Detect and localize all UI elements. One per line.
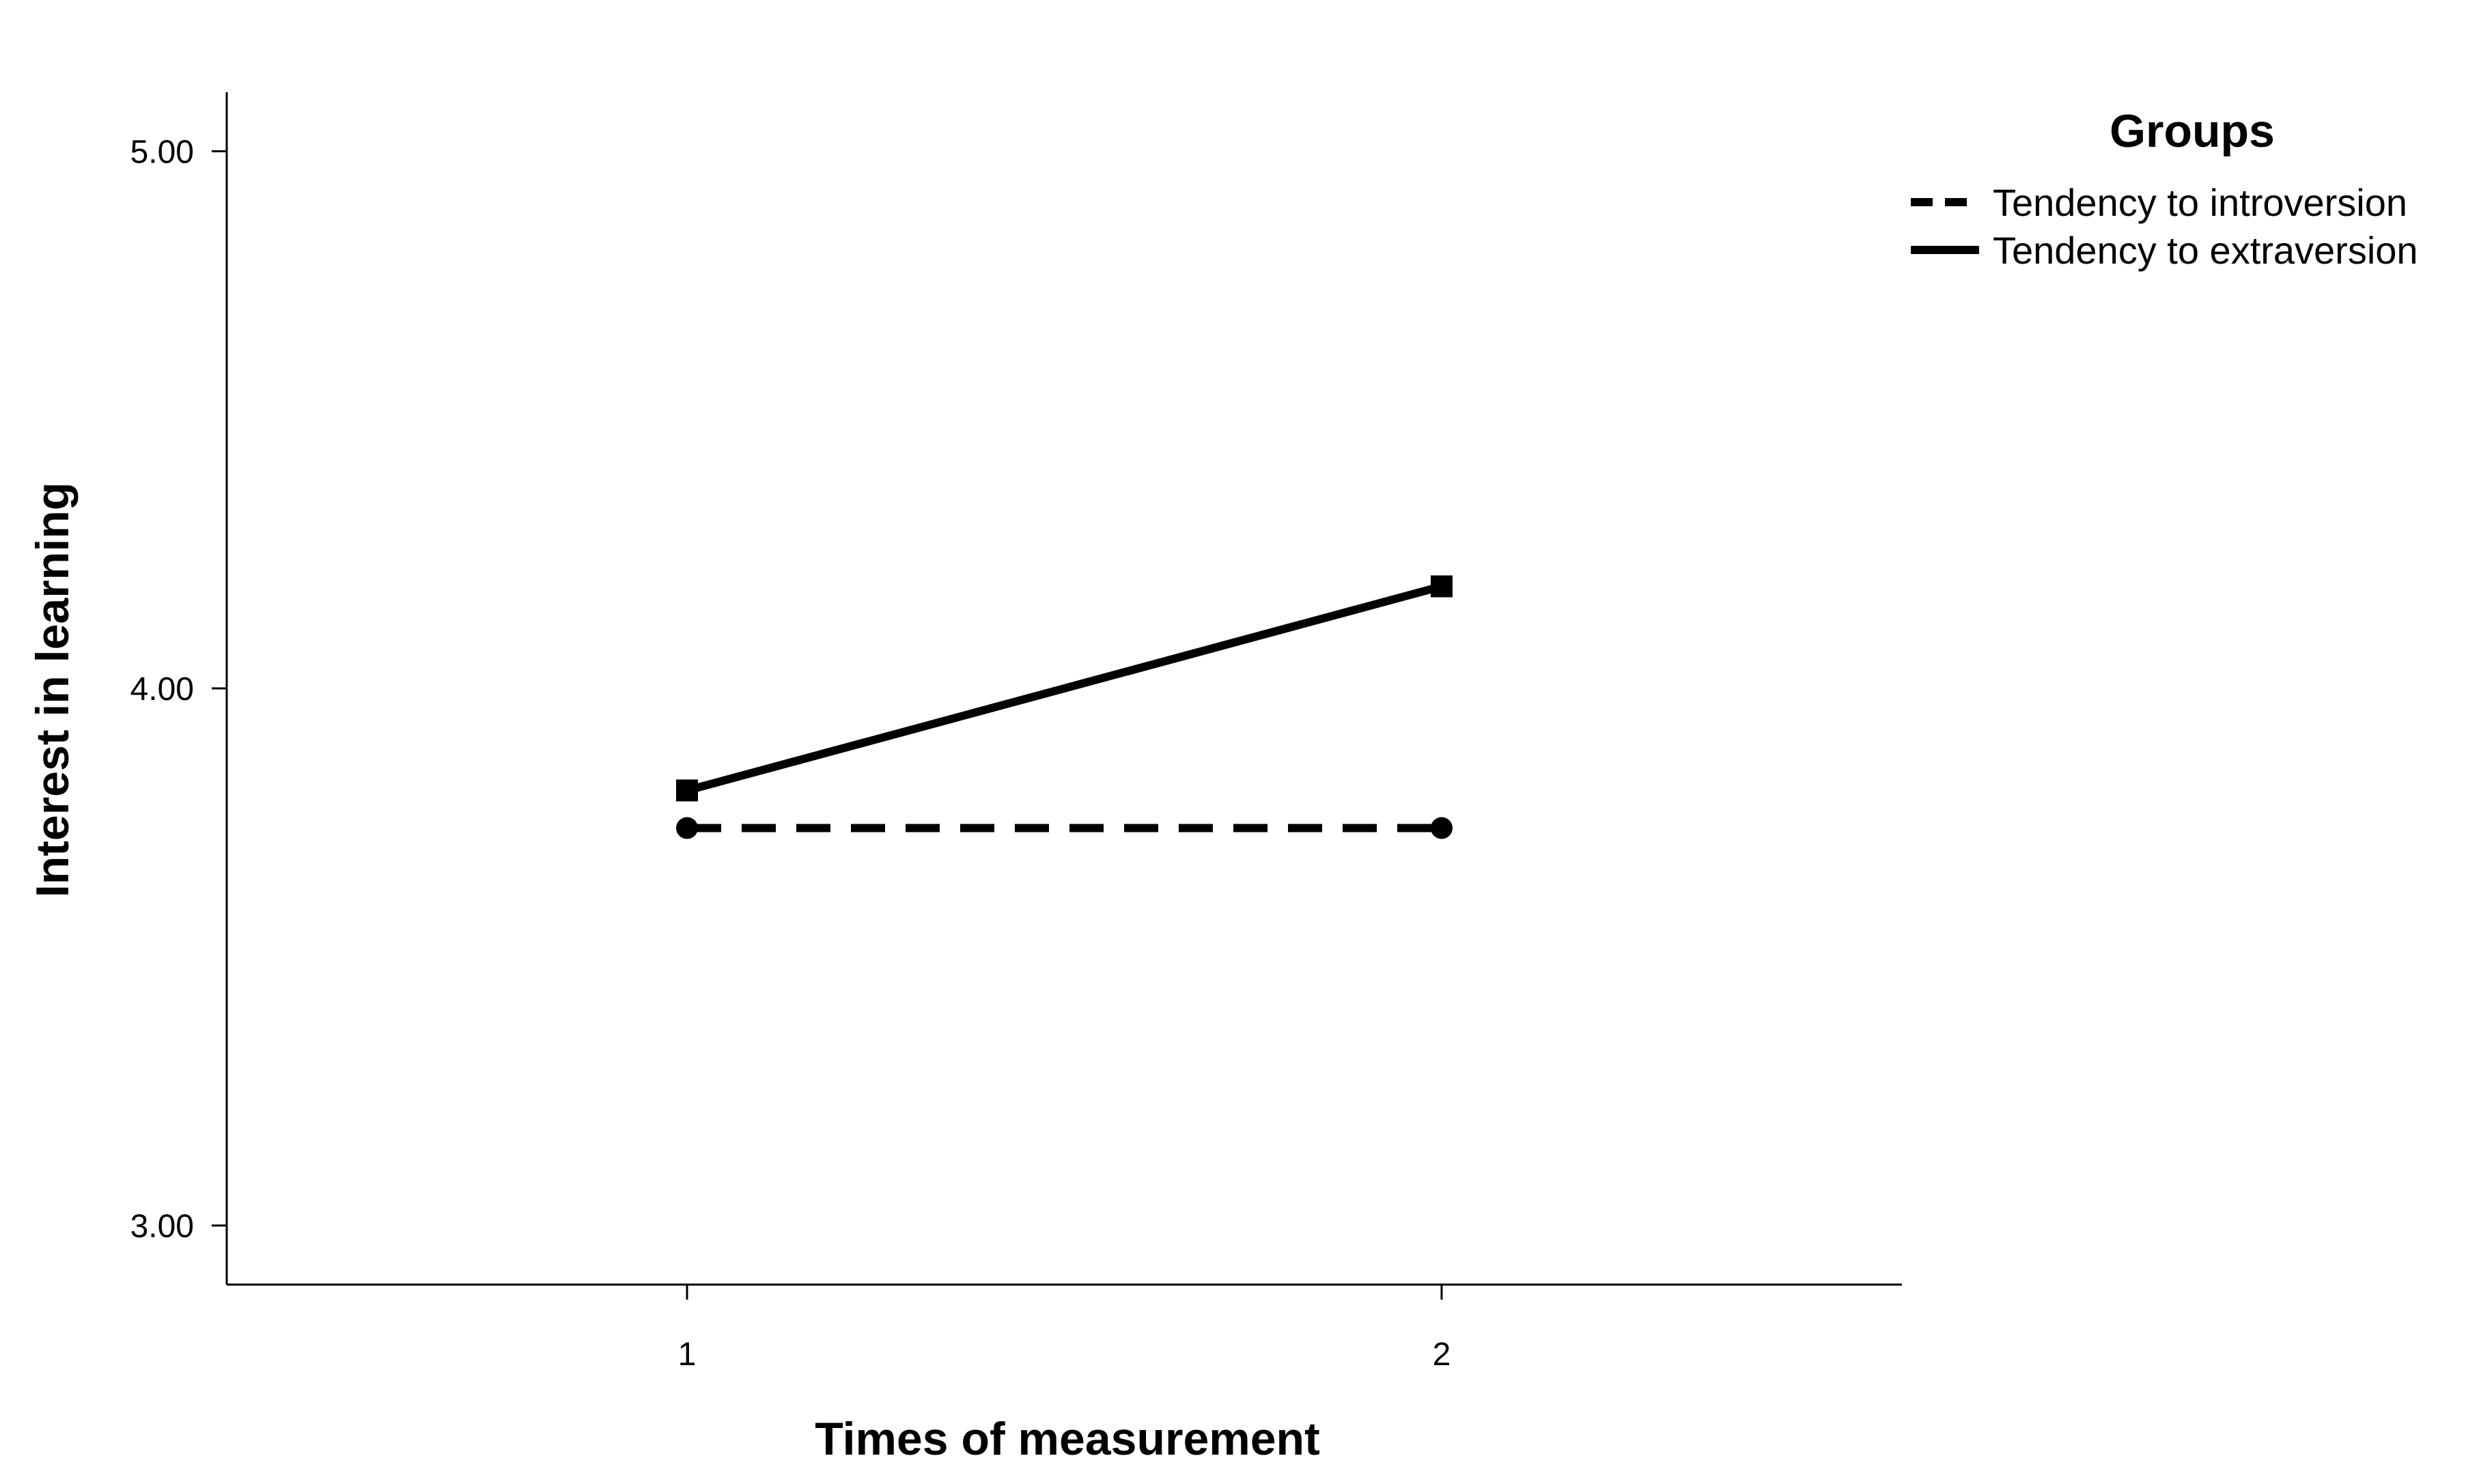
y-axis-title: Interest in learning (27, 482, 79, 897)
series-line (686, 582, 1443, 795)
data-point-square (676, 779, 699, 802)
y-tick-label: 5.00 (130, 135, 194, 171)
x-tick-label: 2 (1433, 1336, 1451, 1373)
legend-label: Tendency to extraversion (1993, 229, 2418, 272)
y-tick-label: 4.00 (130, 671, 194, 708)
series-layer (676, 575, 1453, 839)
series-introversion (676, 817, 1453, 839)
legend-label: Tendency to introversion (1993, 181, 2407, 224)
legend-title: Groups (2110, 105, 2275, 157)
x-axis-title: Times of measurement (815, 1413, 1319, 1465)
data-point-square (1430, 575, 1453, 598)
legend-entry: Tendency to introversion (1911, 181, 2407, 224)
data-point-circle (1430, 817, 1453, 839)
data-point-circle (676, 817, 699, 839)
series-extraversion (676, 575, 1453, 802)
legend: Groups Tendency to introversion Tendency … (1911, 105, 2418, 272)
x-tick-label: 1 (678, 1336, 697, 1373)
y-tick-label: 3.00 (130, 1208, 194, 1244)
axes: 3.00 4.00 5.00 1 2 (130, 92, 1902, 1373)
legend-entry: Tendency to extraversion (1911, 229, 2418, 272)
